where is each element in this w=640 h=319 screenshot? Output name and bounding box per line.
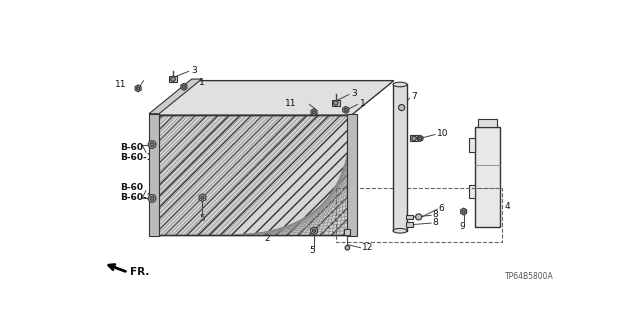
Text: 5: 5 [310,246,316,255]
Polygon shape [199,194,206,202]
Bar [410,135,418,141]
Polygon shape [311,109,317,116]
Circle shape [345,245,349,250]
Bar [393,85,407,231]
Text: 1: 1 [360,99,365,108]
Text: B-60
B-60-1: B-60 B-60-1 [120,182,154,202]
Text: 12: 12 [362,243,374,252]
Ellipse shape [393,82,407,87]
Bar [344,229,351,235]
Polygon shape [310,227,317,235]
Text: 3: 3 [191,66,196,75]
Text: 6: 6 [439,204,445,213]
Bar [149,114,159,236]
Circle shape [333,101,338,105]
Polygon shape [343,107,349,113]
Circle shape [171,77,175,81]
Text: 2: 2 [265,234,270,243]
Circle shape [201,196,204,199]
Polygon shape [417,135,423,141]
Text: 8: 8 [433,210,438,219]
Polygon shape [461,208,467,215]
Text: TP64B5800A: TP64B5800A [505,272,554,281]
Polygon shape [181,83,187,90]
Bar [476,127,500,227]
Polygon shape [149,79,202,114]
Bar [169,76,177,82]
Ellipse shape [393,228,407,233]
Circle shape [150,197,154,200]
Bar [478,119,497,127]
Circle shape [344,108,348,111]
Circle shape [148,195,156,202]
Bar [406,222,413,227]
Circle shape [150,143,154,146]
Circle shape [419,137,422,140]
Text: 8: 8 [433,218,438,227]
Bar [332,100,340,106]
Text: 7: 7 [411,92,417,101]
Bar [336,189,502,242]
Text: 11: 11 [285,99,296,108]
Bar [347,114,356,236]
Text: FR.: FR. [129,267,149,277]
Circle shape [312,229,316,232]
Circle shape [462,210,465,213]
Circle shape [412,136,417,141]
Text: 9: 9 [460,222,465,231]
Text: 10: 10 [436,129,448,138]
Polygon shape [135,85,141,92]
Text: 3: 3 [351,89,357,98]
Text: 5: 5 [200,214,205,223]
Polygon shape [154,115,351,235]
Bar [406,215,413,219]
Polygon shape [154,81,394,115]
Circle shape [312,111,316,114]
Circle shape [136,87,140,90]
Text: 11: 11 [115,80,127,89]
Circle shape [399,105,404,111]
Circle shape [182,85,186,88]
Text: 1: 1 [198,78,204,87]
Text: 4: 4 [505,202,510,211]
Text: B-60
B-60-1: B-60 B-60-1 [120,143,154,162]
Bar [469,138,476,152]
Circle shape [415,214,422,220]
Circle shape [148,141,156,148]
Bar [469,185,476,198]
